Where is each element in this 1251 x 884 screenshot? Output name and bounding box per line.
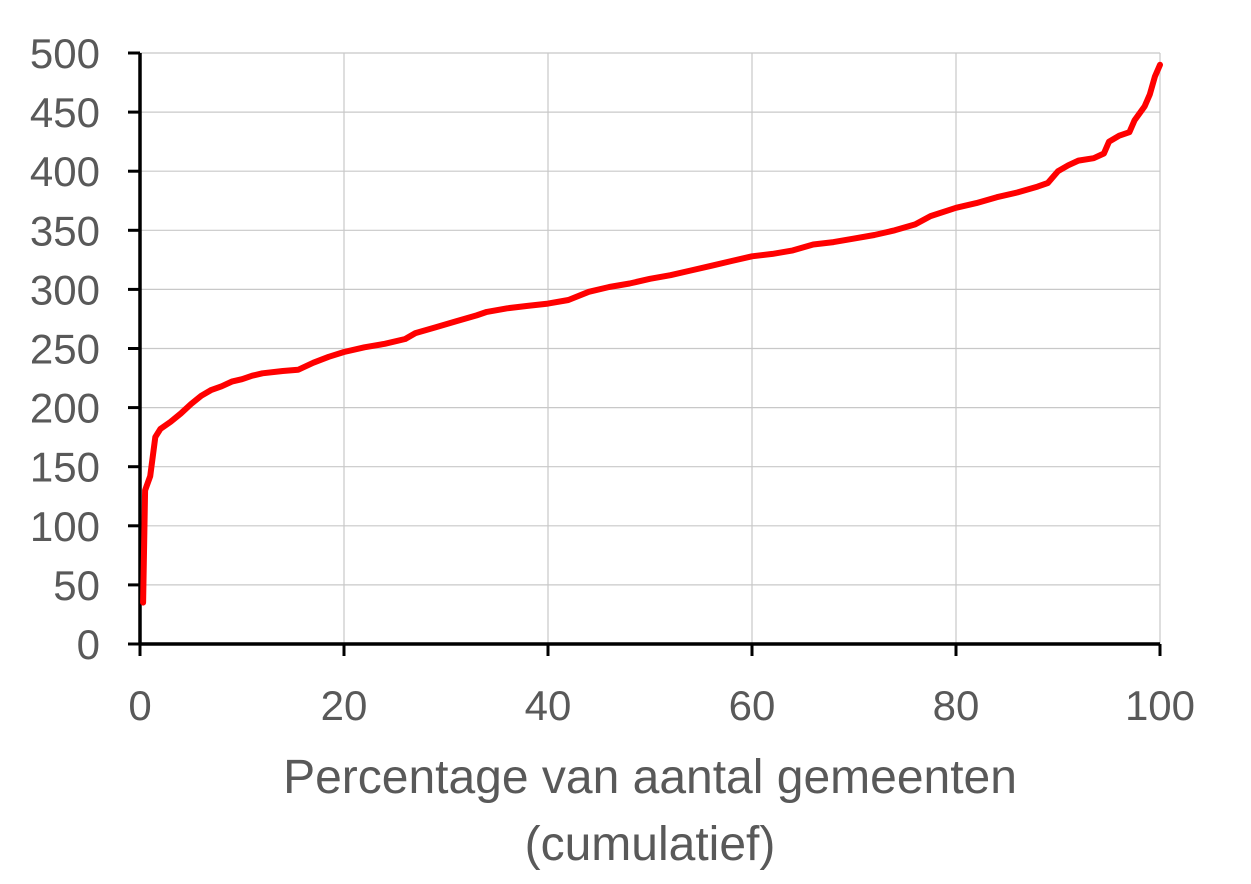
series-layer <box>140 61 1163 606</box>
x-tick-label-3: 60 <box>729 682 776 729</box>
series-line-0 <box>140 61 1163 606</box>
x-tick-label-4: 80 <box>933 682 980 729</box>
y-tick-label-2: 100 <box>30 503 100 550</box>
x-axis-title-line-2: (cumulatief) <box>525 818 776 871</box>
axes <box>128 51 1162 656</box>
axis-titles: Percentage van aantal gemeenten (cumulat… <box>283 751 1017 871</box>
y-tick-label-1: 50 <box>53 562 100 609</box>
x-tick-label-2: 40 <box>525 682 572 729</box>
x-tick-label-5: 100 <box>1125 682 1195 729</box>
tick-labels: 0 50 100 150 200 250 300 350 400 450 500 0 20 40 60 80 1… <box>30 30 1195 729</box>
y-tick-label-9: 450 <box>30 89 100 136</box>
y-tick-label-5: 250 <box>30 326 100 373</box>
x-tick-label-1: 20 <box>321 682 368 729</box>
grid <box>140 52 1161 644</box>
x-axis-title-line-1: Percentage van aantal gemeenten <box>283 751 1017 804</box>
y-tick-label-10: 500 <box>30 30 100 77</box>
y-tick-label-3: 150 <box>30 444 100 491</box>
y-tick-label-0: 0 <box>77 621 100 668</box>
x-tick-label-0: 0 <box>128 682 151 729</box>
y-tick-label-8: 400 <box>30 148 100 195</box>
y-tick-label-4: 200 <box>30 385 100 432</box>
y-tick-label-7: 350 <box>30 207 100 254</box>
y-tick-label-6: 300 <box>30 266 100 313</box>
